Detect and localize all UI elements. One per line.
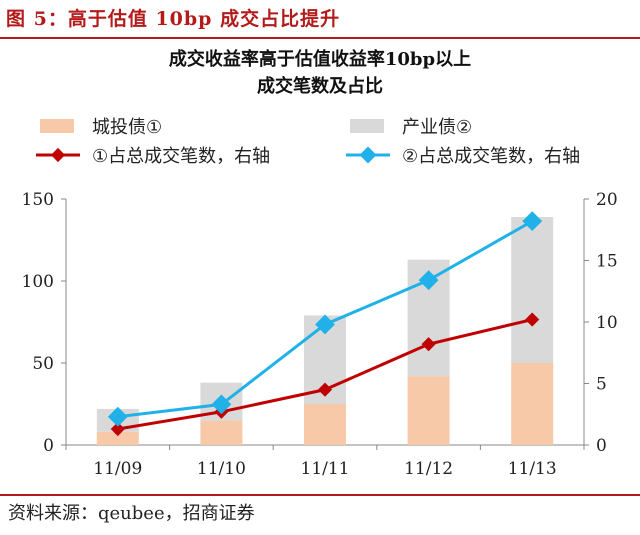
point-cheng-tou-share	[110, 421, 125, 437]
legend-label-cheng-tou: 城投债①	[92, 117, 162, 138]
x-axis-tick-label: 11/12	[404, 459, 453, 479]
x-axis-tick-label: 11/11	[301, 459, 350, 479]
point-chan-ye-share	[418, 270, 439, 291]
point-cheng-tou-share	[525, 312, 540, 327]
chart-title: 成交收益率高于估值收益率10bp以上 成交笔数及占比	[0, 46, 640, 100]
point-chan-ye-share	[211, 394, 232, 415]
right-axis-tick-label: 0	[596, 436, 607, 456]
figure-title: 图 5：高于估值 10bp 成交占比提升	[6, 8, 341, 30]
point-cheng-tou-share	[421, 337, 436, 352]
bar-cheng-tou	[200, 420, 243, 445]
bar-chan-ye	[511, 217, 554, 363]
chart-title-line-2: 成交笔数及占比	[257, 76, 383, 97]
legend-marker-chan-ye	[359, 146, 377, 164]
title-divider	[0, 37, 640, 39]
source-note: 资料来源：qeubee，招商证券	[8, 503, 255, 524]
left-axis-tick-label: 0	[43, 436, 54, 456]
legend-label-cheng-tou-share: ①占总成交笔数，右轴	[92, 146, 270, 167]
chart-legend: 城投债① 产业债② ①占总成交笔数，右轴 ②占总成交笔数，右轴	[36, 117, 580, 167]
right-axis-tick-label: 15	[596, 252, 618, 272]
left-axis-tick-label: 100	[22, 272, 54, 292]
point-chan-ye-share	[315, 314, 335, 335]
plot-area: 0 50 100 150 0 5 10 15 20 11/09 11/10 11/11 11/12 11/…	[22, 190, 618, 479]
right-axis-tick-label: 5	[596, 375, 607, 395]
footer-divider	[0, 494, 640, 496]
point-chan-ye-share	[107, 406, 128, 427]
legend-swatch-cheng-tou	[40, 119, 74, 133]
x-axis-tick-label: 11/09	[93, 459, 142, 479]
point-cheng-tou-share	[317, 382, 333, 397]
legend-label-chan-ye: 产业债②	[402, 117, 472, 138]
bar-cheng-tou	[304, 404, 346, 445]
x-axis-tick-label: 11/10	[197, 459, 246, 479]
left-axis-tick-label: 150	[22, 190, 54, 210]
legend-swatch-chan-ye	[350, 119, 384, 133]
bar-cheng-tou	[407, 376, 450, 445]
bar-cheng-tou	[511, 363, 554, 445]
right-axis-tick-label: 20	[596, 190, 618, 210]
bar-cheng-tou	[96, 431, 139, 445]
x-axis-tick-label: 11/13	[508, 459, 557, 479]
legend-label-chan-ye-share: ②占总成交笔数，右轴	[402, 146, 580, 167]
left-axis-tick-label: 50	[32, 354, 54, 374]
right-axis-tick-label: 10	[596, 313, 618, 333]
chart-title-line-1: 成交收益率高于估值收益率10bp以上	[168, 49, 472, 70]
legend-marker-cheng-tou	[50, 147, 66, 163]
